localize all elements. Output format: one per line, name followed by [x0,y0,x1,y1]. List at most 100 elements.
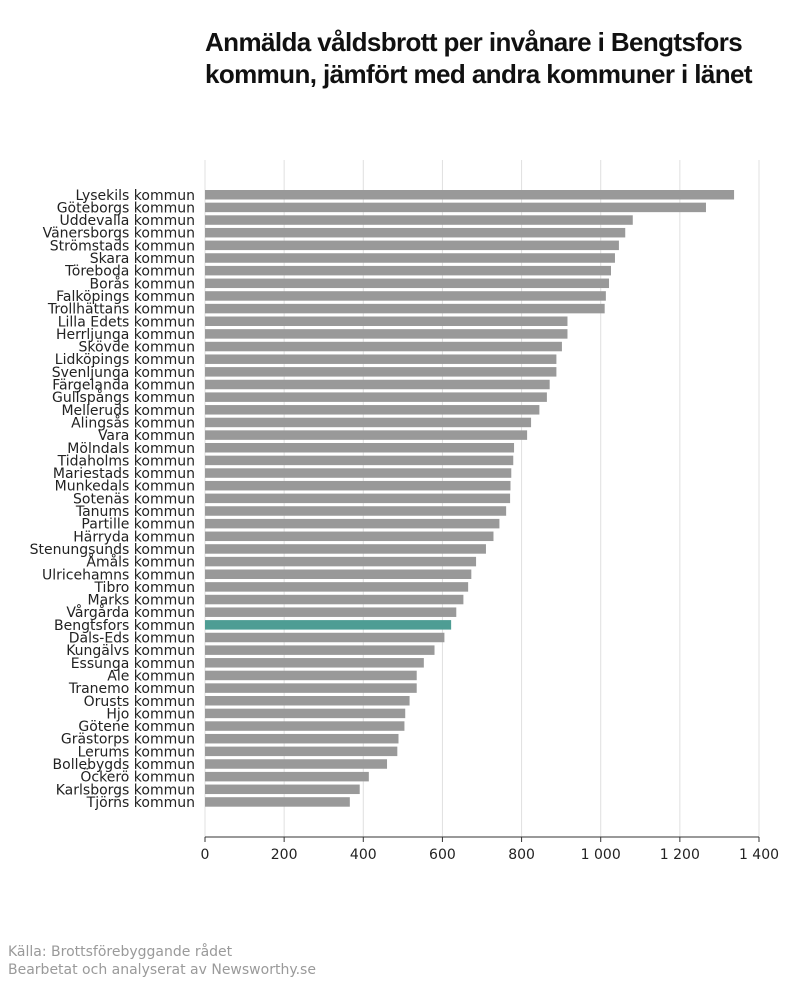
category-label: Bollebygds kommun [53,757,195,773]
category-label: Tidaholms kommun [57,453,195,469]
category-label: Åmåls kommun [86,554,195,571]
bar [205,443,515,453]
x-axis: 0 200 400 600 800 1 000 1 200 1 400 [201,836,779,863]
category-label: Lilla Edets kommun [58,314,195,330]
category-label: Tibro kommun [93,580,195,596]
source-note: Källa: Brottsförebyggande rådet Bearbeta… [8,943,316,979]
bar [205,493,511,504]
x-tick-label: 1 400 [739,847,779,863]
bar [205,227,626,238]
bar [205,392,547,402]
x-tick-label: 600 [429,847,456,863]
category-label: Herrljunga kommun [56,327,195,343]
category-label: Gullspångs kommun [52,389,195,406]
category-label: Mariestads kommun [53,466,195,482]
bar [205,645,435,655]
bar [205,582,469,592]
category-label: Skövde kommun [79,340,196,356]
bar [205,658,424,668]
bar [205,367,557,377]
bar [205,303,605,314]
x-tick-label: 1 200 [660,847,700,863]
bars [205,190,735,807]
chart-title-line-1: Anmälda våldsbrott per invånare i Bengts… [205,27,743,57]
category-label: Falköpings kommun [56,289,195,305]
category-label: Uddevalla kommun [59,213,195,229]
category-label: Lerums kommun [78,744,195,760]
bar [205,784,360,795]
category-label: Strömstads kommun [50,238,195,254]
category-label: Borås kommun [90,275,195,292]
category-label: Vara kommun [98,428,195,444]
bar [205,670,417,681]
bar [205,531,494,542]
bar [205,759,388,769]
bar [205,291,606,301]
bar [205,518,500,529]
category-label: Skara kommun [90,251,195,267]
category-label: Öckerö kommun [80,768,195,786]
category-label: Vänersborgs kommun [43,226,195,242]
category-label: Töreboda kommun [64,264,195,280]
x-tick-label: 800 [508,847,535,863]
source-line-1: Källa: Brottsförebyggande rådet [8,944,233,960]
bar [205,190,735,200]
category-label: Trollhättans kommun [47,302,195,318]
category-label: Ale kommun [107,668,195,684]
category-label: Alingsås kommun [71,414,195,431]
bar [205,746,398,757]
bar [205,354,557,364]
x-tick-label: 0 [201,847,210,863]
bar [205,607,457,617]
bar [205,771,369,782]
bar [205,202,706,213]
category-label: Bengtsfors kommun [54,618,195,634]
category-label: Sotenäs kommun [73,491,195,507]
bar [205,683,417,693]
x-tick-label: 1 000 [581,847,621,863]
category-label: Kungälvs kommun [66,643,195,659]
bar [205,594,464,605]
bar [205,569,472,579]
bar [205,480,511,491]
bar [205,797,350,807]
chart-title-line-2: kommun, jämfört med andra kommuner i län… [205,59,753,89]
category-label: Tanums kommun [75,504,195,520]
bar [205,721,405,731]
bar [205,708,406,719]
category-label: Lysekils kommun [75,188,195,204]
bar [205,506,507,516]
bar [205,341,562,352]
bar-highlight [205,620,452,630]
category-label: Marks kommun [88,593,195,609]
bar [205,430,528,440]
bar [205,405,540,415]
x-tick-label: 400 [350,847,377,863]
bar [205,696,410,706]
category-label: Orusts kommun [84,694,195,710]
bar [205,556,477,567]
category-label: Dals-Eds kommun [69,631,195,647]
bar [205,253,615,263]
category-label: Karlsborgs kommun [56,782,195,798]
bar [205,278,610,289]
bar [205,733,399,744]
category-label: Götene kommun [78,719,195,735]
category-label: Munkedals kommun [55,479,195,495]
category-label: Essunga kommun [71,656,195,672]
category-label: Mölndals kommun [67,441,195,457]
category-label: Svenljunga kommun [52,365,195,381]
bar [205,468,512,478]
category-label: Tjörns kommun [86,795,195,811]
x-tick-label: 200 [271,847,298,863]
bar [205,316,568,326]
category-label: Partille kommun [81,517,195,533]
bar [205,544,486,554]
category-label: Göteborgs kommun [57,200,195,216]
category-label: Tranemo kommun [68,681,195,697]
category-label: Färgelanda kommun [52,378,195,394]
bar [205,455,514,466]
category-label: Melleruds kommun [61,403,195,419]
